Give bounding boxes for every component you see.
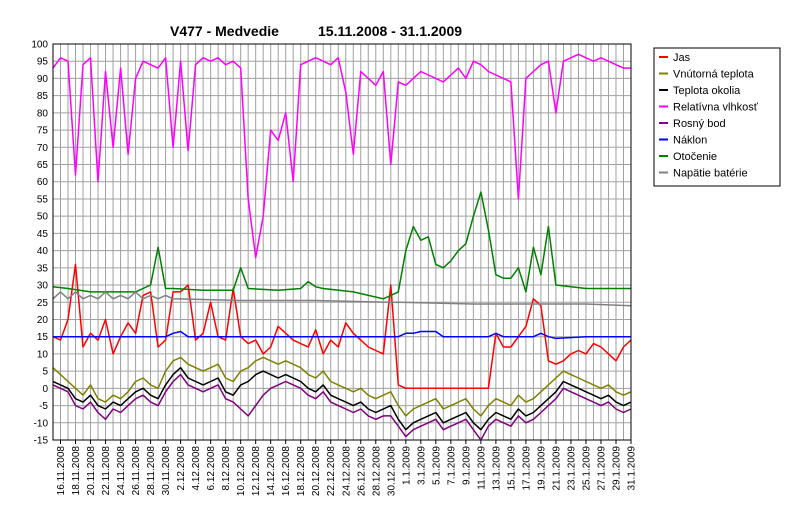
y-tick-label: 25 [37, 298, 49, 309]
x-tick-label: 10.12.2008 [236, 446, 247, 496]
y-tick-label: 0 [42, 384, 48, 395]
y-axis-ticks: 1009590858075706560555045403530252015105… [31, 40, 48, 447]
series-line [52, 366, 632, 431]
series-line [53, 330, 631, 340]
x-tick-label: 22.12.2008 [326, 446, 337, 496]
legend: Jas Vnútorná teplota Teplota okolia Relatív… [653, 47, 781, 187]
x-tick-label: 30.11.2008 [161, 446, 172, 496]
series-line [52, 356, 632, 417]
series-line [52, 373, 632, 441]
y-tick-label: 80 [37, 108, 49, 119]
x-tick-label: 25.1.2009 [581, 446, 592, 491]
y-tick-label: 90 [37, 74, 49, 85]
y-tick-label: -5 [39, 401, 48, 412]
x-tick-label: 26.11.2008 [131, 446, 142, 496]
x-tick-label: 1.1.2009 [401, 446, 412, 485]
x-tick-label: 9.1.2009 [461, 446, 472, 485]
y-tick-label: 100 [31, 40, 48, 51]
y-tick-label: 30 [37, 281, 49, 292]
x-tick-label: 16.11.2008 [56, 446, 67, 496]
x-tick-label: 7.1.2009 [446, 446, 457, 485]
x-tick-label: 18.12.2008 [296, 446, 307, 496]
y-tick-label: 35 [37, 263, 49, 274]
x-tick-label: 15.1.2009 [506, 446, 517, 491]
x-tick-label: 12.12.2008 [251, 446, 262, 496]
x-tick-label: 17.1.2009 [521, 446, 532, 491]
y-tick-label: 60 [37, 177, 49, 188]
series-line [52, 263, 632, 390]
x-tick-label: 21.1.2009 [551, 446, 562, 491]
x-tick-label: 30.12.2008 [386, 446, 397, 496]
y-tick-label: 50 [37, 212, 49, 223]
x-tick-label: 13.1.2009 [491, 446, 502, 491]
x-tick-label: 11.1.2009 [476, 446, 487, 490]
y-tick-label: 10 [37, 349, 49, 360]
y-tick-label: 95 [37, 57, 49, 68]
x-tick-label: 24.12.2008 [341, 446, 352, 496]
series-line [52, 291, 632, 307]
legend-label: Jas [673, 52, 691, 64]
series-line [52, 191, 631, 300]
y-tick-label: 65 [37, 160, 49, 171]
x-tick-label: 6.12.2008 [206, 446, 217, 491]
plot-frame [52, 43, 632, 441]
x-tick-label: 2.12.2008 [176, 446, 187, 491]
chart-grid [52, 43, 632, 441]
legend-label: Náklon [673, 135, 707, 147]
x-tick-label: 24.11.2008 [116, 446, 127, 496]
x-tick-label: 22.11.2008 [101, 446, 112, 496]
x-tick-label: 28.11.2008 [146, 446, 157, 496]
x-tick-label: 20.11.2008 [86, 446, 97, 496]
x-tick-label: 5.1.2009 [431, 446, 442, 485]
y-tick-label: 85 [37, 91, 49, 102]
x-tick-label: 14.12.2008 [266, 446, 277, 496]
x-tick-label: 19.1.2009 [536, 446, 547, 491]
x-tick-label: 28.12.2008 [371, 446, 382, 496]
x-tick-label: 20.12.2008 [311, 446, 322, 496]
x-tick-label: 3.1.2009 [416, 446, 427, 485]
chart-title: V477 - Medvedie [170, 23, 279, 39]
chart-date-range: 15.11.2008 - 31.1.2009 [318, 23, 462, 39]
legend-label: Otočenie [673, 151, 717, 163]
x-tick-label: 16.12.2008 [281, 446, 292, 496]
y-tick-label: 55 [37, 194, 49, 205]
x-tick-label: 29.1.2009 [611, 446, 622, 491]
legend-label: Relatívna vlhkosť [673, 102, 759, 114]
legend-label: Vnútorná teplota [673, 69, 755, 81]
y-tick-label: 20 [37, 315, 49, 326]
x-tick-label: 27.1.2009 [596, 446, 607, 491]
y-tick-label: 75 [37, 126, 49, 137]
series-line [52, 53, 631, 259]
y-tick-label: 70 [37, 143, 49, 154]
x-tick-label: 31.1.2009 [627, 446, 638, 491]
chart-series [52, 53, 632, 441]
x-axis-ticks: 16.11.2008 18.11.2008 20.11.2008 22.11.2008… [56, 440, 638, 496]
legend-box [653, 47, 781, 187]
y-tick-label: 45 [37, 229, 49, 240]
legend-label: Rosný bod [673, 118, 726, 130]
y-tick-label: 40 [37, 246, 49, 257]
y-tick-label: 15 [37, 332, 49, 343]
x-tick-label: 8.12.2008 [221, 446, 232, 491]
y-tick-label: -10 [34, 418, 49, 429]
x-tick-label: 4.12.2008 [191, 446, 202, 491]
legend-label: Napätie batérie [673, 168, 748, 180]
y-tick-label: 5 [42, 367, 48, 378]
y-tick-label: -15 [34, 436, 49, 447]
legend-label: Teplota okolia [673, 85, 741, 97]
x-tick-label: 23.1.2009 [566, 446, 577, 491]
x-tick-label: 26.12.2008 [356, 446, 367, 496]
x-tick-label: 18.11.2008 [71, 446, 82, 496]
